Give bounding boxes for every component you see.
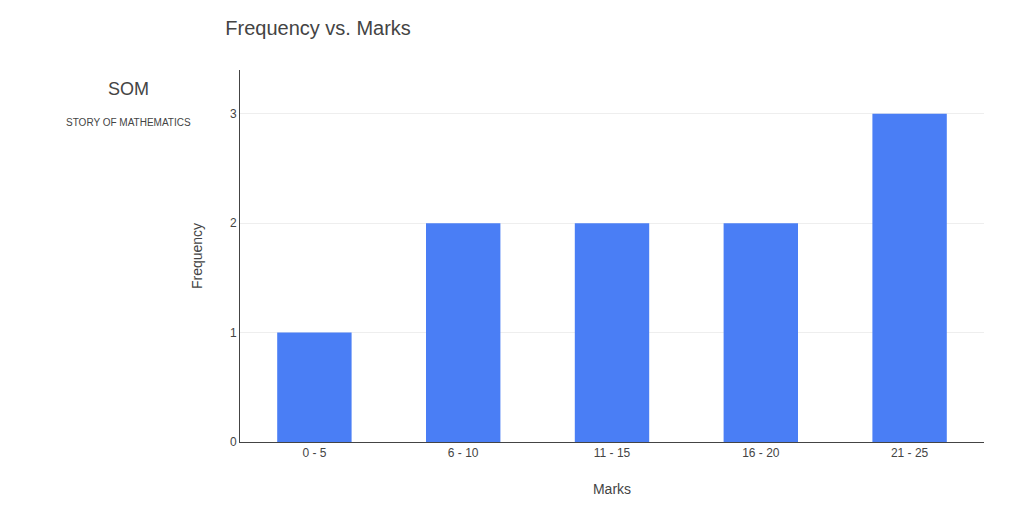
svg-text:11 - 15: 11 - 15 [594, 446, 631, 460]
svg-text:21 - 25: 21 - 25 [891, 446, 929, 460]
svg-text:Frequency vs. Marks: Frequency vs. Marks [225, 17, 411, 39]
svg-text:Frequency: Frequency [189, 223, 205, 289]
svg-text:0 - 5: 0 - 5 [302, 446, 326, 460]
svg-text:2: 2 [230, 216, 237, 230]
svg-text:STORY OF MATHEMATICS: STORY OF MATHEMATICS [66, 117, 191, 128]
svg-text:16 - 20: 16 - 20 [742, 446, 780, 460]
svg-text:6 - 10: 6 - 10 [448, 446, 479, 460]
svg-text:Marks: Marks [593, 481, 631, 497]
svg-text:SOM: SOM [108, 79, 149, 99]
svg-text:3: 3 [230, 107, 237, 121]
svg-text:0: 0 [230, 435, 237, 449]
svg-text:1: 1 [230, 326, 237, 340]
